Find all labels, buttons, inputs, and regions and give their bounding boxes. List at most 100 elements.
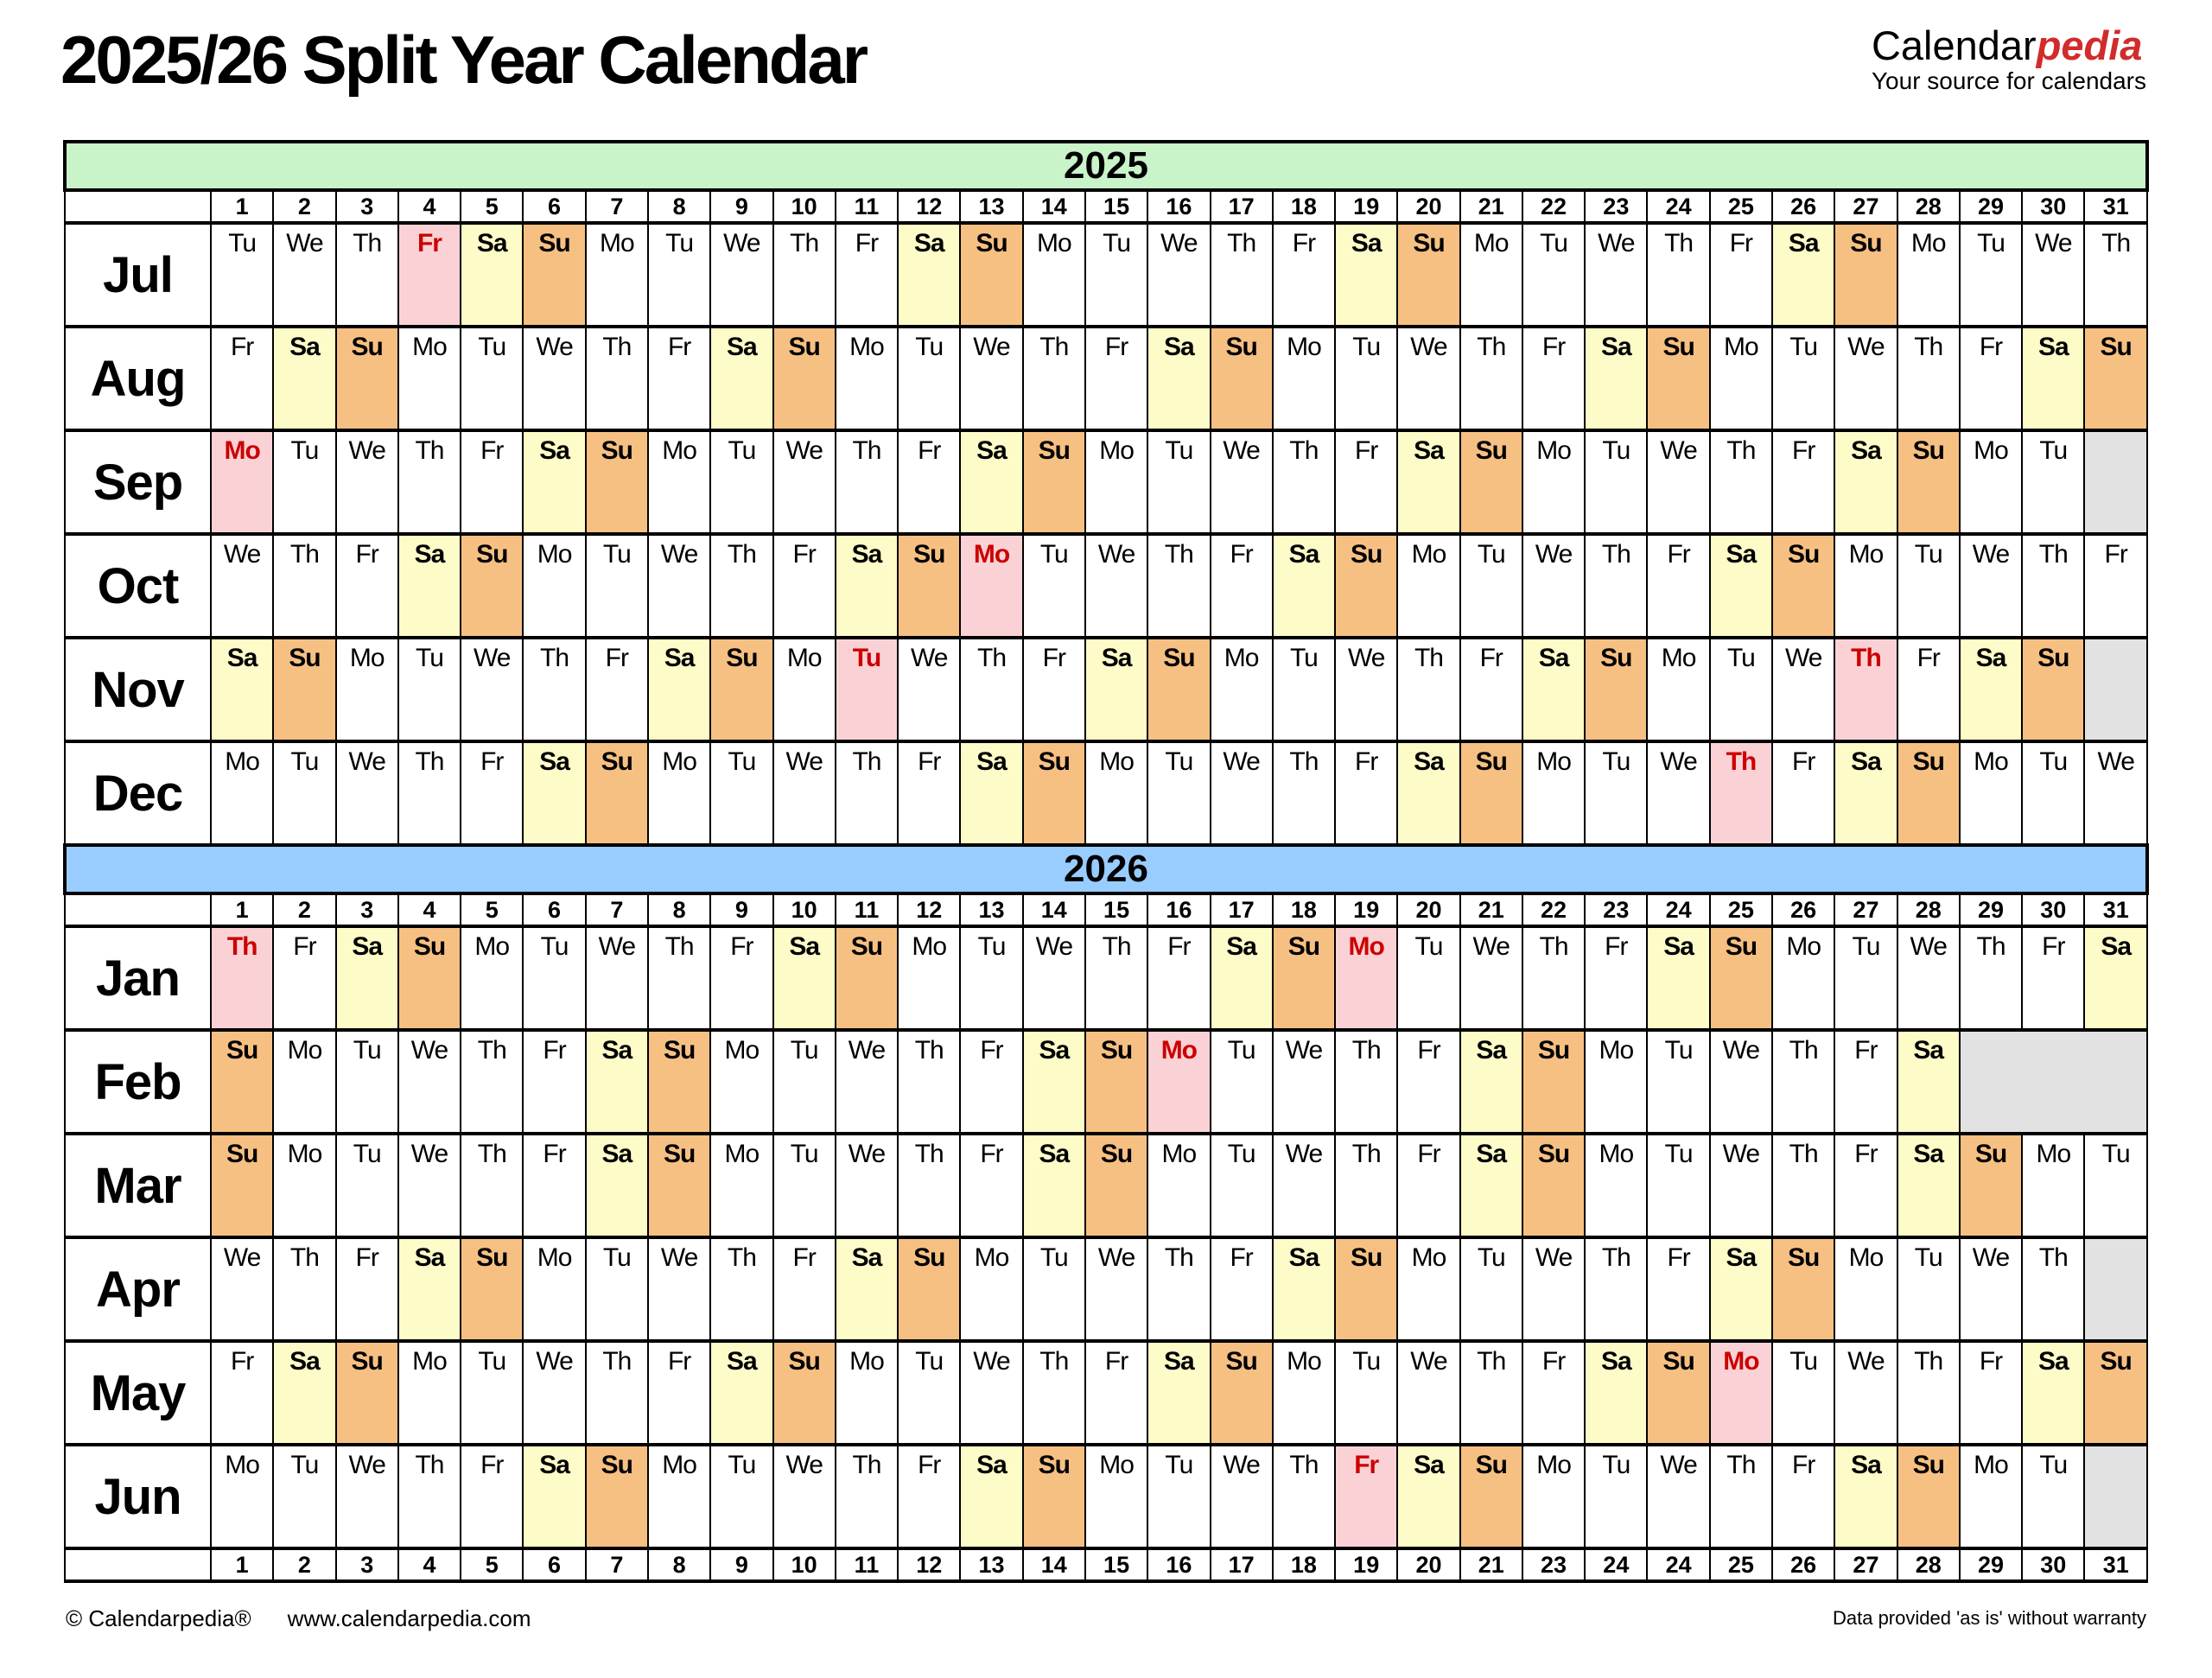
day-cell-sep-13: Sa [959,429,1024,536]
day-cell-mar-12: Th [897,1132,962,1239]
day-cell-feb-18: We [1271,1028,1337,1135]
day-cell-aug-5: Tu [460,325,524,432]
day-cell-nov-15: Sa [1084,636,1149,743]
day-cell-nov-22: Sa [1521,636,1586,743]
day-cell-sep-15: Mo [1084,429,1149,536]
day-cell-feb-28: Sa [1896,1028,1961,1135]
day-cell-aug-3: Su [334,325,399,432]
day-cell-jun-22: Mo [1521,1443,1586,1550]
day-cell-mar-20: Fr [1396,1132,1461,1239]
day-cell-jun-2: Tu [272,1443,337,1550]
day-cell-mar-25: We [1708,1132,1774,1239]
day-number-top-2026: 31 [2083,892,2148,928]
day-cell-aug-27: We [1834,325,1898,432]
day-number-bottom: 20 [1396,1547,1461,1583]
month-label-jan: Jan [64,925,212,1032]
day-cell-feb-14: Sa [1021,1028,1086,1135]
day-number-top-2026: 16 [1147,892,1211,928]
day-cell-jul-21: Mo [1459,221,1523,328]
day-cell-jun-11: Th [834,1443,899,1550]
day-cell-dec-14: Su [1021,740,1086,847]
day-cell-dec-21: Su [1459,740,1523,847]
day-cell-oct-27: Mo [1834,532,1898,639]
day-number-top-2025: 28 [1896,188,1961,225]
empty-days-nov [2083,636,2148,743]
day-cell-jan-16: Fr [1147,925,1211,1032]
day-cell-mar-13: Fr [959,1132,1024,1239]
calendarpedia-logo[interactable]: Calendarpedia Your source for calendars [1872,24,2146,94]
day-cell-jun-14: Su [1021,1443,1086,1550]
day-cell-jan-21: We [1459,925,1523,1032]
day-cell-aug-2: Sa [272,325,337,432]
day-cell-aug-12: Tu [897,325,962,432]
day-cell-dec-22: Mo [1521,740,1586,847]
day-cell-jan-24: Sa [1646,925,1711,1032]
day-cell-jan-8: Th [646,925,712,1032]
day-cell-dec-18: Th [1271,740,1337,847]
day-cell-jun-10: We [772,1443,836,1550]
day-cell-jan-23: Fr [1584,925,1649,1032]
day-cell-may-19: Tu [1334,1339,1399,1446]
day-cell-sep-1: Mo [209,429,275,536]
day-cell-nov-9: Su [709,636,774,743]
day-cell-aug-9: Sa [709,325,774,432]
day-cell-apr-29: We [1958,1236,2024,1343]
day-number-top-2026: 10 [772,892,836,928]
day-number-top-2025: 21 [1459,188,1523,225]
day-cell-apr-22: We [1521,1236,1586,1343]
day-cell-sep-24: We [1646,429,1711,536]
day-cell-jul-31: Th [2083,221,2148,328]
day-cell-apr-4: Sa [397,1236,462,1343]
day-cell-jul-7: Mo [584,221,649,328]
day-cell-jul-6: Su [522,221,587,328]
day-cell-apr-18: Sa [1271,1236,1337,1343]
website-url[interactable]: www.calendarpedia.com [287,1605,531,1631]
day-cell-feb-23: Mo [1584,1028,1649,1135]
day-number-top-2026: 19 [1334,892,1399,928]
day-number-top-2025: 26 [1771,188,1836,225]
day-cell-may-29: Fr [1958,1339,2024,1446]
day-number-bottom: 23 [1521,1547,1586,1583]
day-cell-dec-25: Th [1708,740,1774,847]
day-cell-may-30: Sa [2021,1339,2086,1446]
day-cell-feb-19: Th [1334,1028,1399,1135]
day-cell-apr-24: Fr [1646,1236,1711,1343]
day-number-top-2026: 11 [834,892,899,928]
day-cell-feb-25: We [1708,1028,1774,1135]
day-cell-mar-9: Mo [709,1132,774,1239]
logo-brand-black: Calendar [1871,22,2037,68]
day-cell-mar-2: Mo [272,1132,337,1239]
day-cell-feb-13: Fr [959,1028,1024,1135]
day-cell-aug-14: Th [1021,325,1086,432]
day-cell-jun-25: Th [1708,1443,1774,1550]
day-number-bottom: 6 [522,1547,587,1583]
month-label-may: May [64,1339,212,1446]
day-cell-mar-1: Su [209,1132,275,1239]
day-number-bottom: 24 [1584,1547,1649,1583]
day-cell-sep-10: We [772,429,836,536]
day-number-bottom: 11 [834,1547,899,1583]
day-cell-oct-19: Su [1334,532,1399,639]
day-cell-mar-15: Su [1084,1132,1149,1239]
day-cell-feb-26: Th [1771,1028,1836,1135]
day-cell-sep-20: Sa [1396,429,1461,536]
logo-tagline: Your source for calendars [1871,67,2146,95]
day-cell-jul-13: Su [959,221,1024,328]
day-cell-aug-23: Sa [1584,325,1649,432]
day-cell-mar-23: Mo [1584,1132,1649,1239]
day-cell-jul-23: We [1584,221,1649,328]
day-cell-oct-25: Sa [1708,532,1774,639]
day-cell-dec-30: Tu [2021,740,2086,847]
day-cell-mar-3: Tu [334,1132,399,1239]
day-cell-sep-30: Tu [2021,429,2086,536]
day-cell-aug-31: Su [2083,325,2148,432]
day-cell-apr-12: Su [897,1236,962,1343]
day-cell-sep-22: Mo [1521,429,1586,536]
day-cell-apr-20: Mo [1396,1236,1461,1343]
day-cell-nov-30: Su [2021,636,2086,743]
day-cell-jun-6: Sa [522,1443,587,1550]
day-cell-may-5: Tu [460,1339,524,1446]
day-number-top-2025: 5 [460,188,524,225]
day-cell-mar-27: Fr [1834,1132,1898,1239]
day-cell-apr-23: Th [1584,1236,1649,1343]
